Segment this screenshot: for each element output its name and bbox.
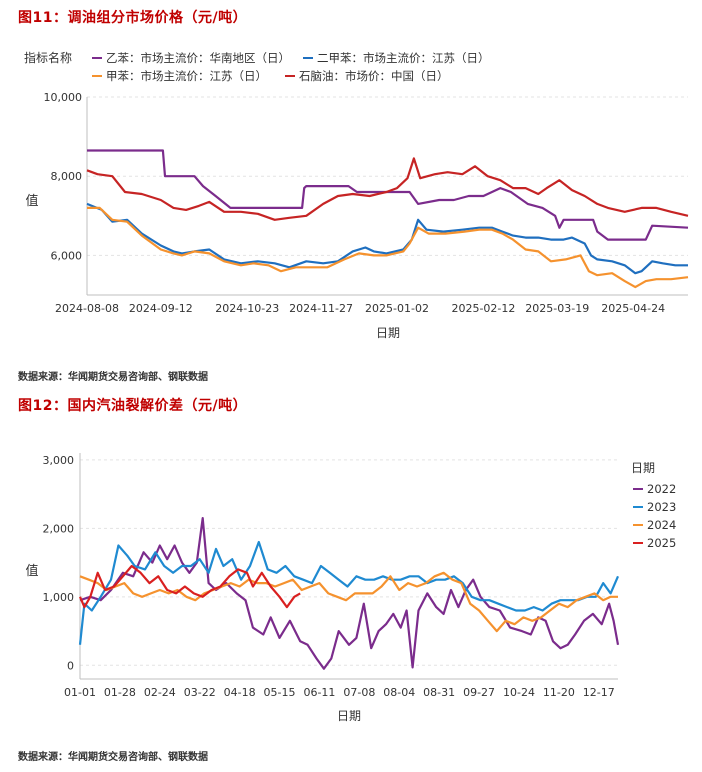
legend-label-2: 二甲苯：市场主流价：江苏（日） [317,51,490,65]
y-tick-label: 2,000 [43,522,75,535]
x-tick-label: 2025-01-02 [365,302,429,315]
x-tick-label: 2025-04-24 [601,302,665,315]
series-line-2 [86,202,688,275]
y-axis-label: 值 [25,563,38,579]
x-tick-label: 03-22 [184,686,216,699]
series-line-2023 [78,540,620,645]
legend-label-2025: 2025 [647,536,676,550]
x-tick-label: 08-04 [383,686,415,699]
x-tick-label: 01-28 [104,686,136,699]
legend-label-1: 乙苯：市场主流价：华南地区（日） [106,51,290,65]
legend-title: 日期 [631,461,655,475]
y-tick-label: 1,000 [43,591,75,604]
legend-label-4: 石脑油：市场价：中国（日） [299,69,449,83]
chart1: 指标名称 乙苯：市场主流价：华南地区（日） 二甲苯：市场主流价：江苏（日） 甲苯：市场… [24,50,689,340]
x-axis-label: 日期 [337,709,361,723]
x-tick-label: 2025-02-12 [451,302,515,315]
figure1-source: 数据来源：华闻期货交易咨询部、钢联数据 [18,372,208,383]
x-tick-label: 08-31 [423,686,455,699]
x-tick-label: 10-24 [503,686,535,699]
x-tick-label: 01-01 [64,686,96,699]
x-tick-label: 04-18 [224,686,256,699]
figure2-title: 图12：国内汽油裂解价差（元/吨） [18,398,248,414]
figure2-source: 数据来源：华闻期货交易咨询部、钢联数据 [18,752,208,763]
x-tick-label: 07-08 [343,686,375,699]
y-axis-label: 值 [25,193,38,209]
series-line-2022 [79,516,620,670]
y-tick-label: 3,000 [43,454,75,467]
series-line-2024 [79,571,618,633]
x-tick-label: 2025-03-19 [525,302,589,315]
x-tick-label: 11-20 [543,686,575,699]
series-line-3 [87,206,689,289]
legend-title: 指标名称 [24,50,72,65]
legend-label-2024: 2024 [647,518,676,532]
x-tick-label: 2024-10-23 [215,302,279,315]
series-line-2025 [78,564,301,609]
x-axis-label: 日期 [376,326,400,340]
y-tick-label: 6,000 [51,249,83,262]
figure1-title: 图11：调油组分市场价格（元/吨） [18,10,248,26]
legend-label-2022: 2022 [647,482,676,496]
x-tick-label: 06-11 [303,686,335,699]
chart2: 0 1,000 2,000 3,000 01-01 01-28 02-24 03-22 04-1… [25,453,676,723]
y-tick-label: 0 [67,659,74,672]
x-tick-label: 2024-11-27 [289,302,353,315]
y-tick-label: 8,000 [51,170,83,183]
x-tick-label: 2024-08-08 [55,302,119,315]
legend-label-2023: 2023 [647,500,676,514]
series-line-1 [87,149,689,241]
x-tick-label: 2024-09-12 [129,302,193,315]
x-tick-label: 09-27 [463,686,495,699]
x-tick-label: 05-15 [264,686,296,699]
legend-label-3: 甲苯：市场主流价：江苏（日） [106,69,267,83]
x-tick-label: 12-17 [583,686,615,699]
x-tick-label: 02-24 [144,686,176,699]
y-tick-label: 10,000 [44,91,83,104]
series-line-4 [86,157,689,221]
